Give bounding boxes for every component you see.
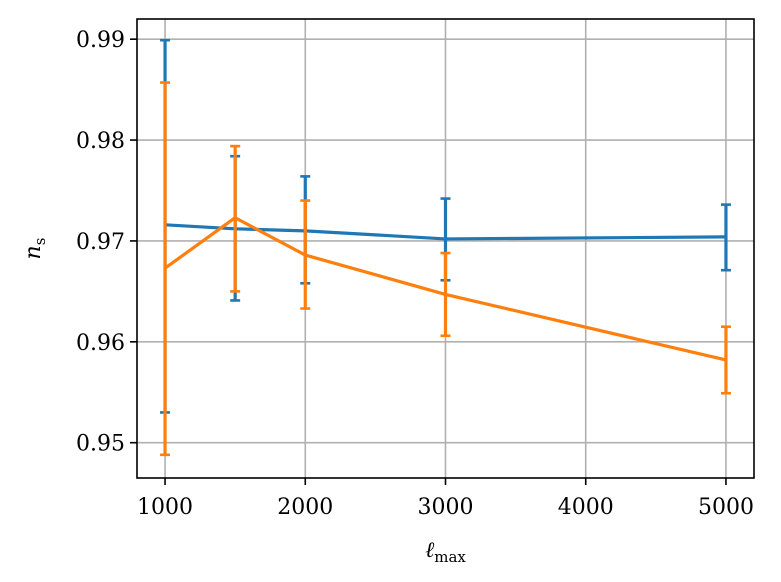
x-tick-label: 4000 [558, 495, 614, 520]
error-bar [300, 199, 311, 310]
y-tick-label: 0.97 [76, 230, 125, 255]
x-tick-label: 5000 [698, 495, 754, 520]
error-bar [230, 144, 241, 293]
error-bar [440, 251, 451, 338]
series-2 [160, 81, 731, 457]
y-axis-label-sub: s [31, 238, 49, 246]
x-axis-label: ℓmax [425, 538, 466, 566]
x-axis-label-main: ℓ [425, 538, 435, 563]
x-tick-label: 2000 [277, 495, 333, 520]
y-tick-label: 0.95 [76, 432, 125, 457]
error-bar [720, 325, 731, 395]
x-tick-label: 3000 [418, 495, 474, 520]
axis-ticks: 1000 2000 3000 4000 5000 0.95 0.96 0.97 0.98 0.99 [76, 28, 754, 520]
y-tick-label: 0.99 [76, 28, 125, 53]
error-bar [160, 81, 171, 457]
error-bar [720, 203, 731, 272]
x-axis-label-sub: max [434, 548, 466, 566]
x-tick-label: 1000 [137, 495, 193, 520]
y-axis-label-main: n [21, 245, 46, 259]
y-tick-label: 0.96 [76, 331, 125, 356]
y-axis-label: ns [21, 238, 49, 260]
series-layer [160, 38, 731, 457]
y-tick-label: 0.98 [76, 129, 125, 154]
